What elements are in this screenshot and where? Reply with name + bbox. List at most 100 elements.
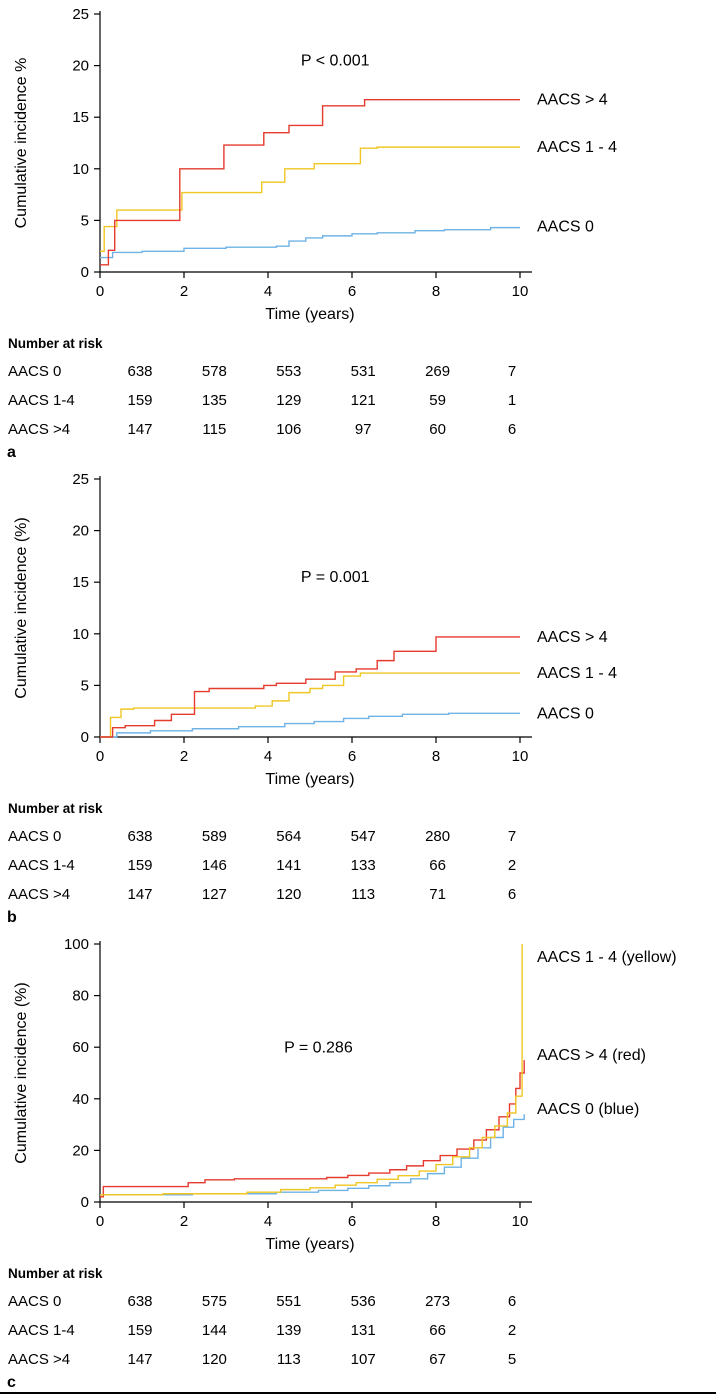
y-tick-label: 0 [81,729,89,746]
x-tick-label: 2 [180,1213,188,1230]
y-tick-label: 10 [72,626,89,643]
risk-value: 159 [127,392,153,409]
risk-table-b: Number at risk AACS 0 638 589 564 547 280 7 AAC… [0,795,716,909]
y-axis-title: Cumulative incidence % [13,58,30,229]
risk-value: 129 [276,392,302,409]
risk-value: 66 [429,1322,446,1339]
y-tick-label: 20 [72,523,89,540]
series-label-aacs-0: AACS 0 [537,705,594,722]
y-tick-label: 0 [81,1194,89,1211]
risk-row-aacs-0: AACS 0 638 575 551 536 273 6 [0,1287,716,1316]
risk-value: 280 [425,828,451,845]
series-line-aacs-1-4 [100,146,520,253]
risk-value: 144 [201,1322,227,1339]
x-tick-label: 0 [96,1213,104,1230]
x-tick-label: 6 [348,283,356,300]
risk-value: 139 [276,1322,302,1339]
risk-value: 66 [429,857,446,874]
y-tick-label: 20 [72,58,89,75]
risk-row-aacs-1-4: AACS 1-4 159 135 129 121 59 1 [0,386,716,415]
risk-value: 551 [276,1293,302,1310]
risk-row-label: AACS 1-4 [8,1322,75,1339]
risk-value: 67 [429,1351,446,1368]
risk-table-rows: AACS 0 638 575 551 536 273 6 AACS 1-4 159 144 139 1… [0,1287,716,1374]
risk-value: 273 [425,1293,451,1310]
risk-value: 127 [201,886,227,903]
risk-value: 133 [350,857,376,874]
risk-value: 564 [276,828,302,845]
x-tick-label: 4 [264,748,272,765]
risk-table-rows: AACS 0 638 578 553 531 269 7 AACS 1-4 159 135 129 1… [0,357,716,444]
risk-row-label: AACS 1-4 [8,392,75,409]
p-value-label: P = 0.001 [301,569,370,586]
risk-row-label: AACS 0 [8,828,62,845]
risk-value: 6 [507,1293,517,1310]
x-tick-label: 4 [264,283,272,300]
risk-row-aacs-4: AACS >4 147 115 106 97 60 6 [0,415,716,444]
risk-value: 6 [507,886,517,903]
panel-letter-c: c [7,1374,16,1391]
risk-value: 106 [276,421,302,438]
risk-value: 147 [127,1351,153,1368]
panel-b: 0 5 10 15 20 25 0 2 4 6 8 10 Time (years) Cumulative … [0,465,716,930]
series-label-aacs-0-blue: AACS 0 (blue) [537,1101,639,1118]
cumulative-incidence-chart-c: 0 20 40 60 80 100 0 2 4 6 8 10 Time (years) Cumulativ… [13,936,677,1253]
risk-row-aacs-4: AACS >4 147 120 113 107 67 5 [0,1345,716,1374]
risk-row-aacs-4: AACS >4 147 127 120 113 71 6 [0,880,716,909]
y-tick-label: 60 [72,1039,89,1056]
risk-value: 159 [127,857,153,874]
y-tick-label: 15 [72,109,89,126]
risk-row-aacs-1-4: AACS 1-4 159 146 141 133 66 2 [0,851,716,880]
panel-a: 0 5 10 15 20 25 0 2 4 6 8 10 Time (years) Cumulative … [0,0,716,465]
series-line-aacs-0 [100,226,520,259]
series-line-aacs-1-4 [100,672,520,738]
risk-row-aacs-0: AACS 0 638 578 553 531 269 7 [0,357,716,386]
x-tick-label: 2 [180,748,188,765]
x-tick-label: 6 [348,748,356,765]
x-tick-label: 8 [432,748,440,765]
risk-value: 71 [429,886,446,903]
x-axis-title: Time (years) [265,1236,354,1253]
series-label-aacs-1-4-yellow: AACS 1 - 4 (yellow) [537,949,677,966]
risk-value: 638 [127,828,153,845]
p-value-label: P < 0.001 [301,53,370,70]
risk-value: 2 [507,857,517,874]
series-line-aacs-0 [100,712,520,738]
x-tick-label: 4 [264,1213,272,1230]
risk-value: 135 [201,392,227,409]
risk-value: 7 [507,363,517,380]
panel-c: 0 20 40 60 80 100 0 2 4 6 8 10 Time (years) Cumulativ… [0,930,716,1395]
y-tick-label: 25 [72,471,89,488]
y-tick-label: 5 [81,212,89,229]
risk-table-rows: AACS 0 638 589 564 547 280 7 AACS 1-4 159 146 141 1… [0,822,716,909]
risk-row-label: AACS >4 [8,1351,71,1368]
x-tick-label: 0 [96,283,104,300]
risk-table-c: Number at risk AACS 0 638 575 551 536 273 6 AAC… [0,1260,716,1374]
x-tick-label: 8 [432,283,440,300]
risk-value: 120 [201,1351,227,1368]
risk-value: 269 [425,363,451,380]
series-line-aacs-4-red [100,1060,525,1198]
risk-value: 107 [350,1351,376,1368]
y-tick-label: 40 [72,1091,89,1108]
y-axis-title: Cumulative incidence (%) [13,982,30,1163]
series-line-aacs-4 [100,636,520,738]
y-tick-label: 20 [72,1142,89,1159]
series-label-aacs-1-4: AACS 1 - 4 [537,665,617,682]
risk-value: 147 [127,886,153,903]
y-tick-label: 25 [72,6,89,23]
risk-value: 121 [350,392,376,409]
risk-value: 159 [127,1322,153,1339]
risk-value: 115 [202,421,227,438]
risk-value: 147 [127,421,153,438]
x-tick-label: 6 [348,1213,356,1230]
risk-value: 113 [276,1351,301,1368]
series-label-aacs-4-red: AACS > 4 (red) [537,1047,646,1064]
risk-value: 1 [507,392,517,409]
x-tick-label: 10 [512,748,529,765]
x-axis-title: Time (years) [265,771,354,788]
risk-value: 638 [127,1293,153,1310]
risk-value: 553 [276,363,302,380]
panel-letter-a: a [7,444,16,461]
